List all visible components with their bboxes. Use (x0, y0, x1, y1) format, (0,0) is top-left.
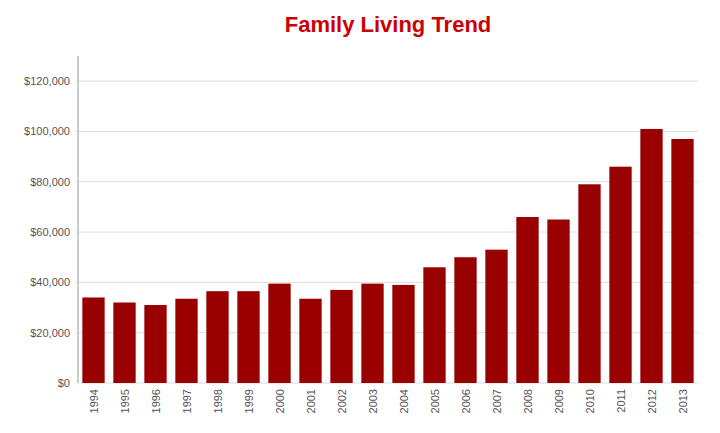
grid-line (78, 332, 698, 333)
x-tick-label: 1997 (181, 389, 193, 413)
x-tick-label: 2004 (398, 389, 410, 413)
x-tick-label: 2007 (491, 389, 503, 413)
bar (361, 284, 383, 383)
bar (485, 250, 507, 383)
x-tick-label: 2006 (460, 389, 472, 413)
x-tick-label: 1996 (150, 389, 162, 413)
bar (144, 305, 166, 383)
y-tick-label: $100,000 (24, 125, 70, 137)
x-tick-label: 1994 (88, 389, 100, 413)
bar (268, 284, 290, 383)
x-tick-label: 2009 (553, 389, 565, 413)
bar (237, 291, 259, 383)
bar (640, 129, 662, 383)
grid-line (78, 383, 698, 384)
bar (609, 167, 631, 383)
bar (113, 303, 135, 383)
bar (578, 184, 600, 383)
x-tick-label: 2001 (305, 389, 317, 413)
grid-line (78, 282, 698, 283)
chart-title: Family Living Trend (285, 12, 492, 37)
bar (299, 299, 321, 383)
x-tick-label: 2013 (677, 389, 689, 413)
grid-line (78, 131, 698, 132)
x-tick-label: 1998 (212, 389, 224, 413)
x-tick-label: 2010 (584, 389, 596, 413)
y-tick-label: $80,000 (30, 176, 70, 188)
bar (423, 267, 445, 383)
x-tick-label: 2002 (336, 389, 348, 413)
bar (547, 220, 569, 384)
x-tick-label: 2000 (274, 389, 286, 413)
y-axis-line (78, 56, 79, 383)
chart-container: Family Living Trend $0 $20,000 $40,000 $60,0… (0, 0, 720, 433)
bar (516, 217, 538, 383)
y-tick-label: $20,000 (30, 327, 70, 339)
bar (671, 139, 693, 383)
grid-line (78, 81, 698, 82)
bar (206, 291, 228, 383)
x-tick-labels: 1994 1995 1996 1997 1998 1999 2000 2001 2002 2003… (88, 389, 689, 413)
x-tick-label: 2011 (615, 389, 627, 413)
x-tick-label: 2005 (429, 389, 441, 413)
x-tick-label: 2008 (522, 389, 534, 413)
grid-line (78, 232, 698, 233)
x-tick-label: 1999 (243, 389, 255, 413)
x-tick-label: 2003 (367, 389, 379, 413)
x-tick-label: 1995 (119, 389, 131, 413)
bar (454, 257, 476, 383)
grid-line (78, 181, 698, 182)
y-tick-label: $0 (58, 377, 70, 389)
y-tick-label: $60,000 (30, 226, 70, 238)
x-tick-label: 2012 (646, 389, 658, 413)
bar (175, 299, 197, 383)
y-tick-label: $40,000 (30, 276, 70, 288)
bar (330, 290, 352, 383)
y-tick-label: $120,000 (24, 75, 70, 87)
chart-svg: Family Living Trend $0 $20,000 $40,000 $60,0… (0, 0, 720, 433)
y-grid (78, 81, 698, 383)
bar (392, 285, 414, 383)
y-tick-labels: $0 $20,000 $40,000 $60,000 $80,000 $100,000 $1… (24, 75, 70, 389)
bars (82, 129, 693, 383)
bar (82, 297, 104, 383)
